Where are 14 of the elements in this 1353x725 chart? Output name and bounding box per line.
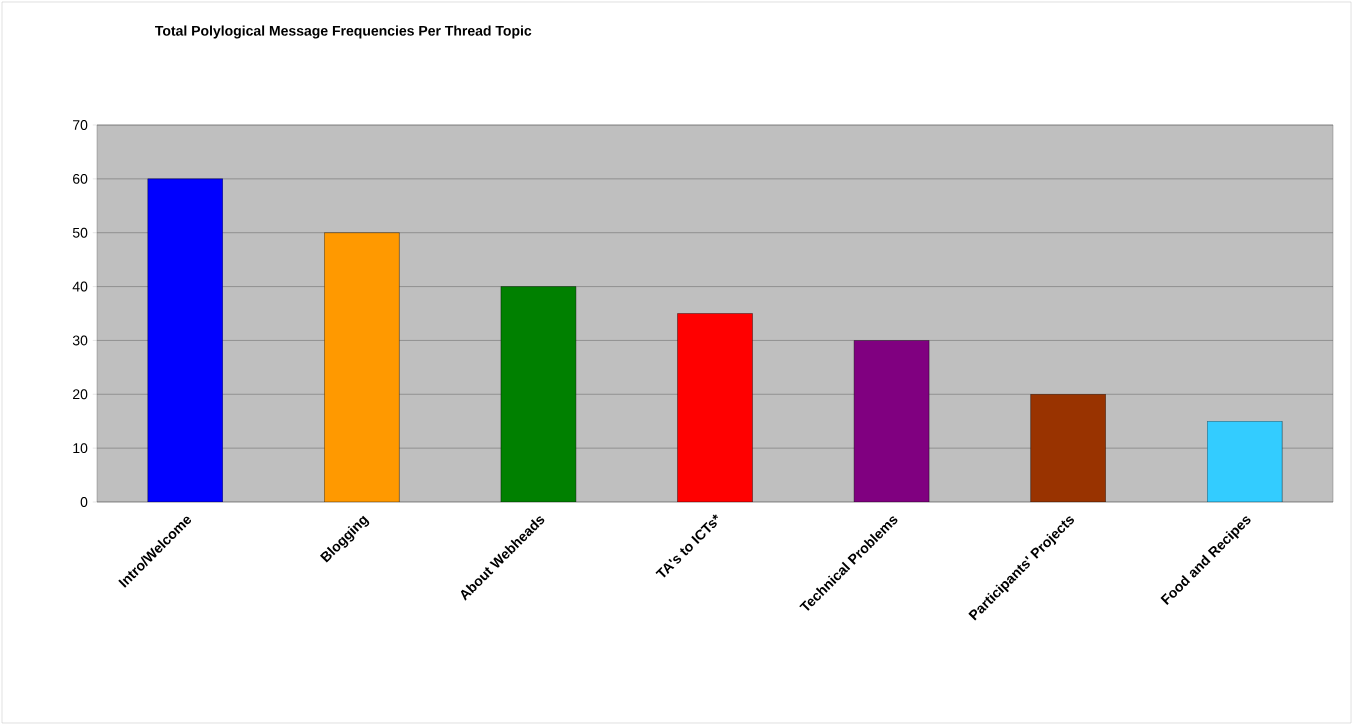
bar: [1030, 394, 1106, 502]
chart-title: Total Polylogical Message Frequencies Per Thread Topic: [155, 25, 532, 39]
y-tick-label: 0: [80, 497, 88, 507]
y-tick-label: 20: [73, 389, 88, 400]
bar: [677, 313, 753, 502]
y-tick-label: 70: [73, 120, 88, 130]
bar: [1207, 421, 1283, 502]
y-tick-label: 60: [73, 173, 88, 184]
y-tick-label: 50: [72, 227, 88, 238]
bar: [147, 178, 223, 502]
y-tick-label: 10: [73, 443, 88, 454]
y-tick-label: 40: [72, 281, 88, 292]
y-tick-label: 30: [72, 335, 88, 346]
bar: [324, 232, 400, 502]
